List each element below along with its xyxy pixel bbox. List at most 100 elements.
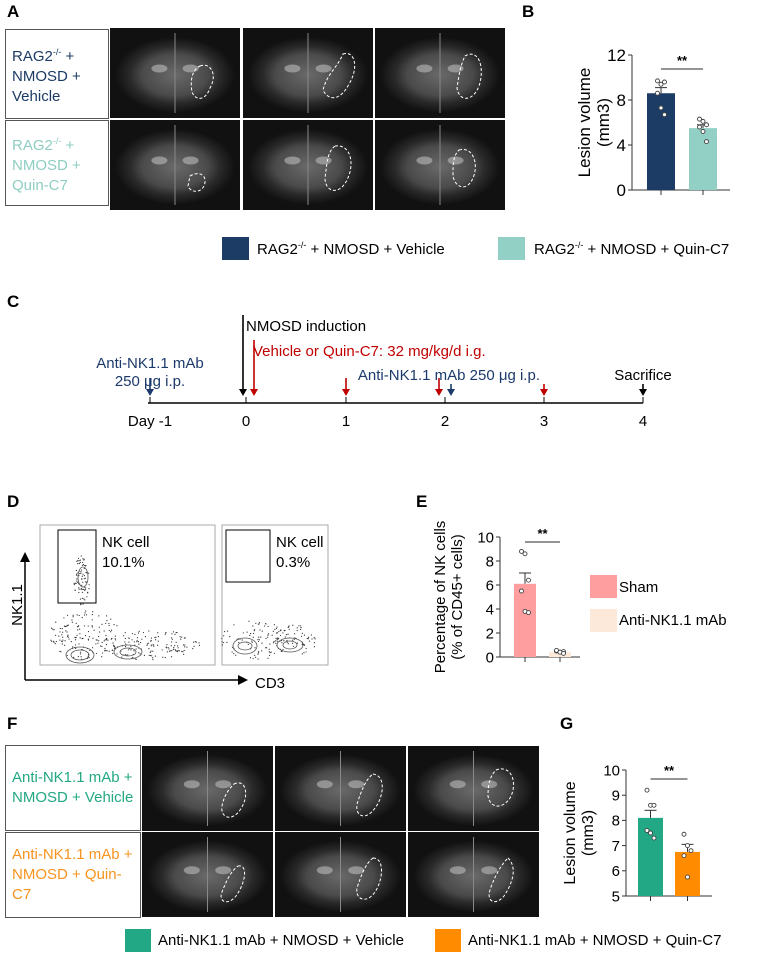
data-point [651,835,657,841]
y-axis-label: Lesion volume [562,781,579,884]
event-dot [296,629,298,632]
event-dot [251,641,253,643]
lesion-outline [322,52,356,99]
y-tick-label: 7 [612,838,620,855]
event-dot [314,638,316,640]
arrow-head [435,389,443,396]
event-dot [134,658,136,660]
event-dot [63,625,66,627]
event-dot [55,640,57,643]
event-dot [108,650,110,652]
event-dot [81,575,83,577]
gate-label-2: NK cell [276,534,324,551]
event-dot [164,656,166,659]
event-dot [67,624,69,626]
lesion-outline [356,857,382,900]
event-dot [66,614,69,616]
data-point [655,90,660,96]
event-dot [263,625,266,627]
event-dot [267,636,269,638]
data-point [655,78,660,84]
event-dot [83,588,85,590]
event-dot [67,636,69,638]
event-dot [114,647,116,649]
event-dot [71,621,73,623]
event-dot [106,650,108,652]
event-dot [257,651,260,653]
event-dot [131,639,133,641]
event-dot [88,636,91,638]
mri-image [408,746,539,831]
event-dot [151,644,153,646]
event-dot [105,635,107,637]
event-dot [241,639,243,641]
event-dot [88,572,90,574]
event-dot [78,591,80,594]
event-dot [178,650,180,652]
event-dot [301,632,303,635]
data-point [658,105,664,111]
event-dot [65,630,67,632]
event-dot [85,587,87,589]
event-dot [271,634,273,636]
event-dot [110,638,112,640]
y-tick-label: 0 [486,649,494,666]
event-dot [281,642,283,644]
event-dot [250,633,252,635]
event-dot [82,588,84,590]
event-dot [176,650,178,652]
event-dot [287,643,289,645]
mri-image [110,120,240,210]
event-dot [80,555,82,557]
event-dot [278,637,280,639]
event-dot [274,628,276,630]
event-dot [61,634,63,636]
mri-image [142,746,273,831]
event-dot [273,652,275,654]
event-dot [98,626,100,628]
event-dot [81,616,83,619]
event-dot [223,630,226,633]
data-point [662,112,667,118]
induction-label: NMOSD induction [246,318,366,335]
event-dot [53,629,55,631]
event-dot [186,646,188,648]
event-dot [136,637,139,639]
day-label: 0 [242,413,250,430]
event-dot [114,635,116,637]
event-dot [83,578,85,580]
event-dot [108,622,110,625]
event-dot [108,624,110,627]
event-dot [287,633,289,635]
event-dot [172,631,175,633]
event-dot [95,643,97,645]
event-dot [153,645,155,647]
event-dot [74,639,77,641]
event-dot [128,641,130,643]
arrow-head [250,389,258,396]
event-dot [79,598,82,600]
event-dot [175,632,177,634]
event-dot [53,641,55,643]
group-label-f-quin: Anti-NK1.1 mAb + NMOSD + Quin-C7 [5,832,141,918]
data-point [519,588,524,594]
arrow-head [342,389,350,396]
event-dot [183,653,185,655]
event-dot [138,652,140,654]
event-dot [84,588,86,591]
event-dot [78,614,80,617]
event-dot [288,625,290,627]
event-dot [65,625,67,628]
event-dot [257,652,260,654]
data-point [644,787,650,793]
event-dot [169,650,172,652]
event-dot [121,656,123,658]
lesion-outline [456,53,482,99]
lesion-outline [221,782,247,818]
event-dot [60,651,62,653]
event-dot [198,642,200,644]
mri-image [275,746,406,831]
event-dot [85,610,87,612]
event-dot [80,653,82,655]
mri-image [243,28,373,118]
